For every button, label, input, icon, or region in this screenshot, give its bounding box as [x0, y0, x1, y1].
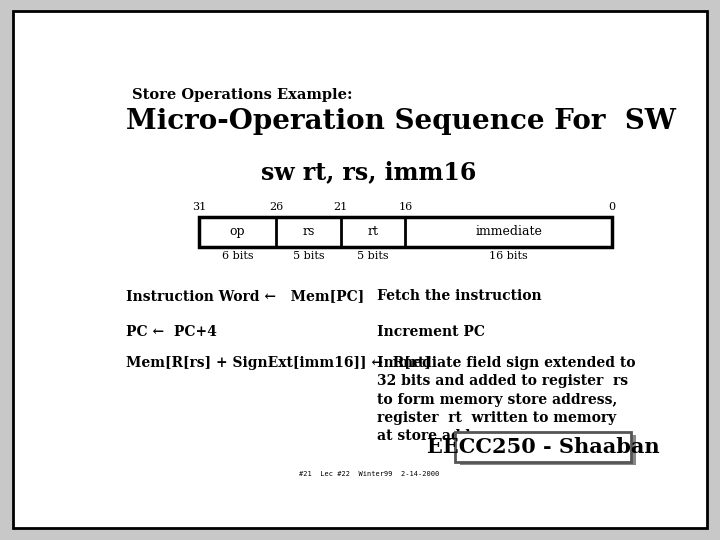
Text: 16 bits: 16 bits: [489, 252, 528, 261]
Text: immediate: immediate: [475, 225, 542, 238]
Text: 5 bits: 5 bits: [357, 252, 389, 261]
Bar: [199, 217, 612, 246]
Bar: [460, 435, 636, 465]
Text: 31: 31: [192, 201, 206, 212]
Text: Micro-Operation Sequence For  SW: Micro-Operation Sequence For SW: [126, 109, 676, 136]
Text: Increment PC: Increment PC: [377, 325, 485, 339]
Text: Store Operations Example:: Store Operations Example:: [132, 87, 352, 102]
Text: EECC250 - Shaaban: EECC250 - Shaaban: [427, 437, 660, 457]
Text: Immediate field sign extended to
32 bits and added to register  rs
to form memor: Immediate field sign extended to 32 bits…: [377, 356, 636, 443]
Text: #21  Lec #22  Winter99  2-14-2000: #21 Lec #22 Winter99 2-14-2000: [299, 471, 439, 477]
Text: 16: 16: [398, 201, 413, 212]
Text: Mem[R[rs] + SignExt[imm16]] ←  R[rt]: Mem[R[rs] + SignExt[imm16]] ← R[rt]: [126, 356, 431, 370]
Text: PC ←  PC+4: PC ← PC+4: [126, 325, 217, 339]
Text: Instruction Word ←   Mem[PC]: Instruction Word ← Mem[PC]: [126, 289, 364, 303]
Text: sw rt, rs, imm16: sw rt, rs, imm16: [261, 160, 477, 185]
Text: rt: rt: [367, 225, 379, 238]
Text: op: op: [230, 225, 246, 238]
Text: 6 bits: 6 bits: [222, 252, 253, 261]
Text: 26: 26: [269, 201, 284, 212]
Text: rs: rs: [302, 225, 315, 238]
Text: 0: 0: [608, 201, 616, 212]
Text: 21: 21: [333, 201, 348, 212]
Text: 5 bits: 5 bits: [292, 252, 324, 261]
Bar: [456, 432, 631, 462]
Text: Fetch the instruction: Fetch the instruction: [377, 289, 542, 303]
